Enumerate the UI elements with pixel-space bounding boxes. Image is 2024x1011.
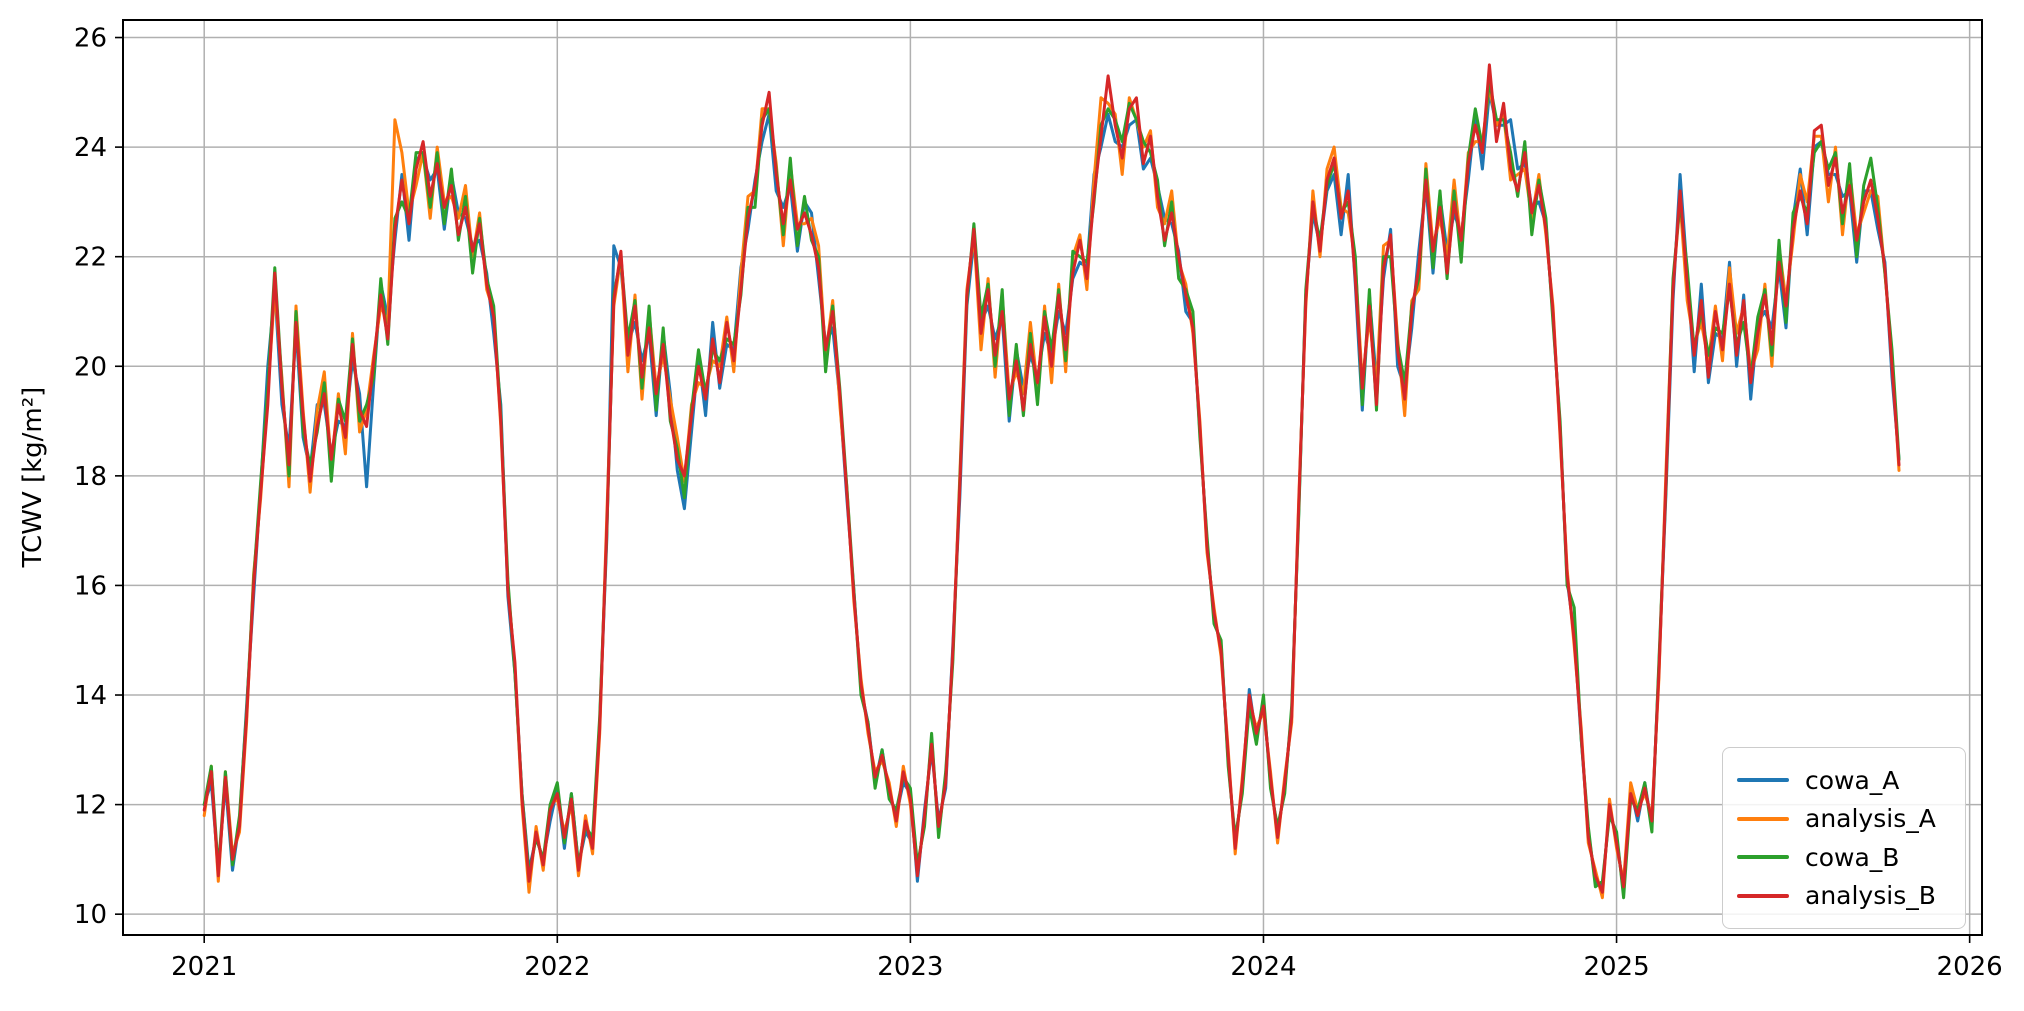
svg-text:2024: 2024 bbox=[1230, 952, 1296, 982]
legend-entry-analysis-b: analysis_B bbox=[1737, 883, 1965, 908]
svg-text:26: 26 bbox=[74, 24, 107, 54]
svg-text:18: 18 bbox=[74, 462, 107, 492]
legend-entry-cowa-b: cowa_B bbox=[1737, 845, 1965, 870]
svg-text:10: 10 bbox=[74, 900, 107, 930]
svg-text:20: 20 bbox=[74, 352, 107, 382]
svg-text:14: 14 bbox=[74, 681, 107, 711]
svg-text:2022: 2022 bbox=[524, 952, 590, 982]
legend-label-analysis-b: analysis_B bbox=[1805, 881, 1936, 911]
svg-text:12: 12 bbox=[74, 791, 107, 821]
legend-entry-analysis-a: analysis_A bbox=[1737, 806, 1965, 831]
svg-text:2023: 2023 bbox=[877, 952, 943, 982]
svg-text:2025: 2025 bbox=[1583, 952, 1649, 982]
svg-text:22: 22 bbox=[74, 243, 107, 273]
legend-label-cowa-a: cowa_A bbox=[1805, 765, 1900, 795]
legend-entry-cowa-a: cowa_A bbox=[1737, 768, 1965, 793]
legend-line-swatch-analysis-b bbox=[1737, 893, 1789, 898]
svg-text:2026: 2026 bbox=[1937, 952, 2003, 982]
svg-text:16: 16 bbox=[74, 571, 107, 601]
legend-label-cowa-b: cowa_B bbox=[1805, 842, 1900, 872]
legend-line-swatch-cowa-b bbox=[1737, 855, 1789, 860]
legend-label-analysis-a: analysis_A bbox=[1805, 804, 1936, 834]
legend-line-swatch-analysis-a bbox=[1737, 816, 1789, 821]
svg-text:2021: 2021 bbox=[171, 952, 237, 982]
y-axis-label: TCWV [kg/m²] bbox=[18, 386, 48, 568]
legend: cowa_A analysis_A cowa_B analysis_B bbox=[1722, 747, 1966, 929]
legend-line-swatch-cowa-a bbox=[1737, 778, 1789, 783]
svg-text:24: 24 bbox=[74, 133, 107, 163]
